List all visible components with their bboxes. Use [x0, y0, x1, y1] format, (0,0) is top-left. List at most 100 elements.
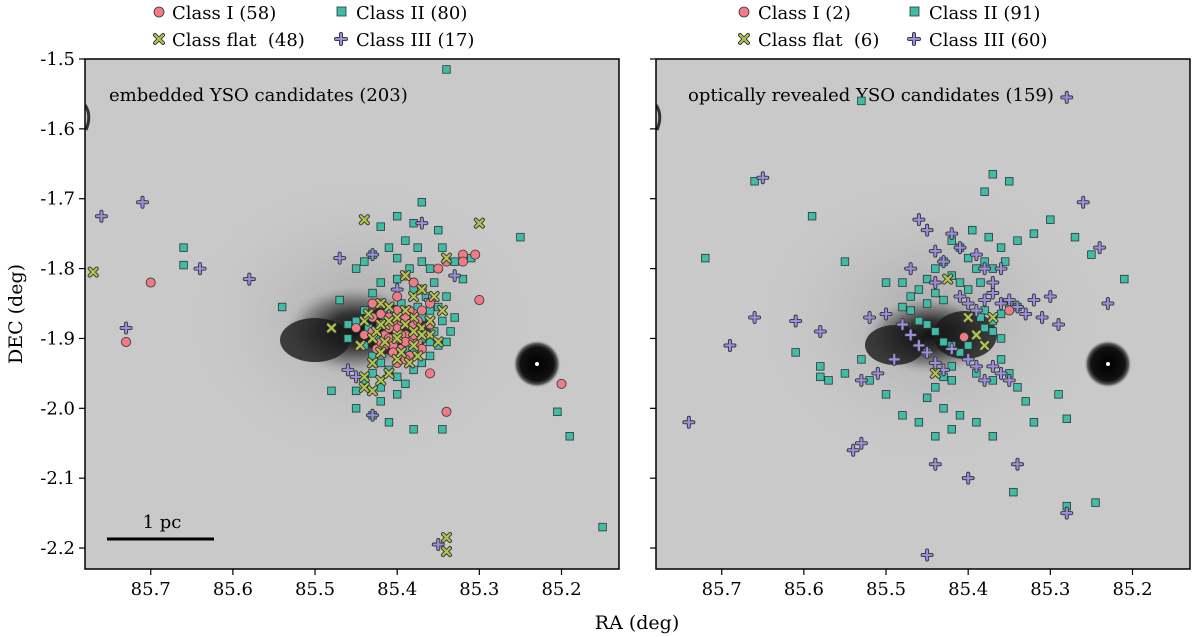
class-iii-point: [854, 373, 868, 387]
class-iii-point: [748, 310, 762, 324]
class-ii-point: [438, 243, 447, 252]
class-iii-point: [1010, 457, 1024, 471]
class-flat-point: [408, 325, 420, 337]
class-flat-point: [399, 305, 411, 317]
class-i-point: [470, 249, 481, 260]
class-ii-point: [1000, 257, 1010, 266]
class-ii-point: [976, 313, 985, 322]
class-i-point: [425, 368, 436, 379]
class-iii-point: [912, 213, 926, 227]
class-iii-point: [682, 415, 696, 429]
legend-marker-class-ii: [336, 6, 347, 17]
class-ii-point: [417, 198, 427, 207]
class-ii-point: [840, 369, 850, 378]
class-ii-point: [816, 362, 825, 371]
class-ii-point: [816, 372, 825, 382]
class-flat-point: [383, 367, 395, 379]
class-iii-point: [366, 408, 380, 422]
class-iii-point: [937, 255, 951, 269]
class-flat-point: [375, 298, 387, 310]
class-iii-point: [961, 297, 975, 311]
class-ii-point: [417, 257, 427, 266]
scale-bar-label: 1 pc: [143, 512, 182, 533]
class-ii-point: [376, 358, 385, 368]
class-ii-point: [976, 278, 985, 287]
legend-label-class-iii: Class III (17): [356, 30, 474, 51]
class-flat-point: [391, 311, 403, 323]
class-ii-point: [939, 295, 948, 305]
class-i-point: [441, 406, 452, 417]
class-ii-point: [179, 260, 188, 270]
class-ii-point: [368, 369, 377, 378]
class-ii-point: [1029, 229, 1039, 238]
class-flat-point: [408, 311, 420, 323]
class-flat-point: [367, 385, 379, 397]
class-ii-point: [988, 432, 998, 441]
class-iii-point: [895, 317, 909, 331]
class-iii-point: [920, 223, 934, 237]
class-ii-point: [996, 309, 1006, 319]
panel-title-left: embedded YSO candidates (203): [109, 85, 408, 106]
class-iii-point: [1002, 373, 1016, 387]
legend-label-class-ii: Class II (80): [356, 3, 467, 24]
class-ii-point: [384, 243, 394, 252]
class-ii-point: [384, 418, 394, 427]
class-iii-point: [119, 321, 133, 335]
class-flat-point: [362, 308, 374, 320]
class-ii-point: [1070, 232, 1080, 242]
class-iii-point: [723, 338, 737, 352]
class-iii-point: [994, 297, 1008, 311]
class-iii-point: [1060, 506, 1074, 520]
legend-label-class-iii: Class III (60): [929, 30, 1047, 51]
legend-label-class-i: Class I (2): [758, 3, 851, 24]
class-ii-point: [277, 302, 287, 312]
x-tick-label: 85.3: [1030, 579, 1070, 600]
class-ii-point: [446, 327, 455, 336]
class-ii-point: [1046, 215, 1055, 224]
class-iii-point: [994, 262, 1008, 276]
class-ii-point: [351, 264, 361, 273]
y-tick-label: -2.1: [40, 468, 75, 489]
class-iii-point: [904, 262, 918, 276]
class-ii-point: [442, 337, 451, 347]
class-ii-point: [980, 187, 989, 196]
scale-bar: 1 pc: [107, 512, 214, 541]
class-iii-point: [1002, 293, 1016, 307]
x-tick-label: 85.2: [541, 579, 581, 600]
class-ii-point: [701, 253, 710, 263]
class-ii-point: [939, 337, 948, 347]
class-flat-point: [404, 357, 416, 369]
class-flat-point: [367, 357, 379, 369]
y-tick-label: -1.7: [40, 189, 75, 210]
class-ii-point: [931, 432, 940, 441]
class-flat-point: [391, 332, 403, 344]
class-flat-point: [358, 214, 370, 226]
class-flat-point: [987, 311, 999, 323]
class-flat-point: [354, 339, 366, 351]
class-ii-point: [553, 407, 562, 417]
class-iii-point: [978, 262, 992, 276]
legend-marker-class-ii: [909, 6, 920, 17]
class-ii-point: [442, 292, 451, 301]
class-iii-point: [1093, 241, 1107, 255]
x-tick-label: 85.7: [131, 579, 171, 600]
sky-image-right: [656, 59, 1190, 569]
class-iii-point: [928, 276, 942, 290]
class-ii-point: [955, 278, 965, 287]
class-flat-point: [367, 332, 379, 344]
class-ii-point: [914, 316, 924, 326]
y-tick-label: -2.0: [40, 398, 75, 419]
class-i-point: [351, 322, 362, 333]
class-ii-point: [898, 278, 907, 287]
class-ii-point: [343, 320, 353, 329]
x-tick-label: 85.7: [702, 579, 742, 600]
y-tick-label: -2.2: [40, 538, 75, 559]
class-iii-point: [854, 436, 868, 450]
class-flat-point: [440, 546, 452, 558]
class-flat-point: [473, 217, 485, 229]
class-ii-point: [955, 411, 965, 420]
class-ii-point: [939, 404, 948, 413]
class-ii-point: [392, 390, 402, 399]
class-i-point: [457, 256, 468, 267]
class-i-point: [433, 263, 444, 274]
